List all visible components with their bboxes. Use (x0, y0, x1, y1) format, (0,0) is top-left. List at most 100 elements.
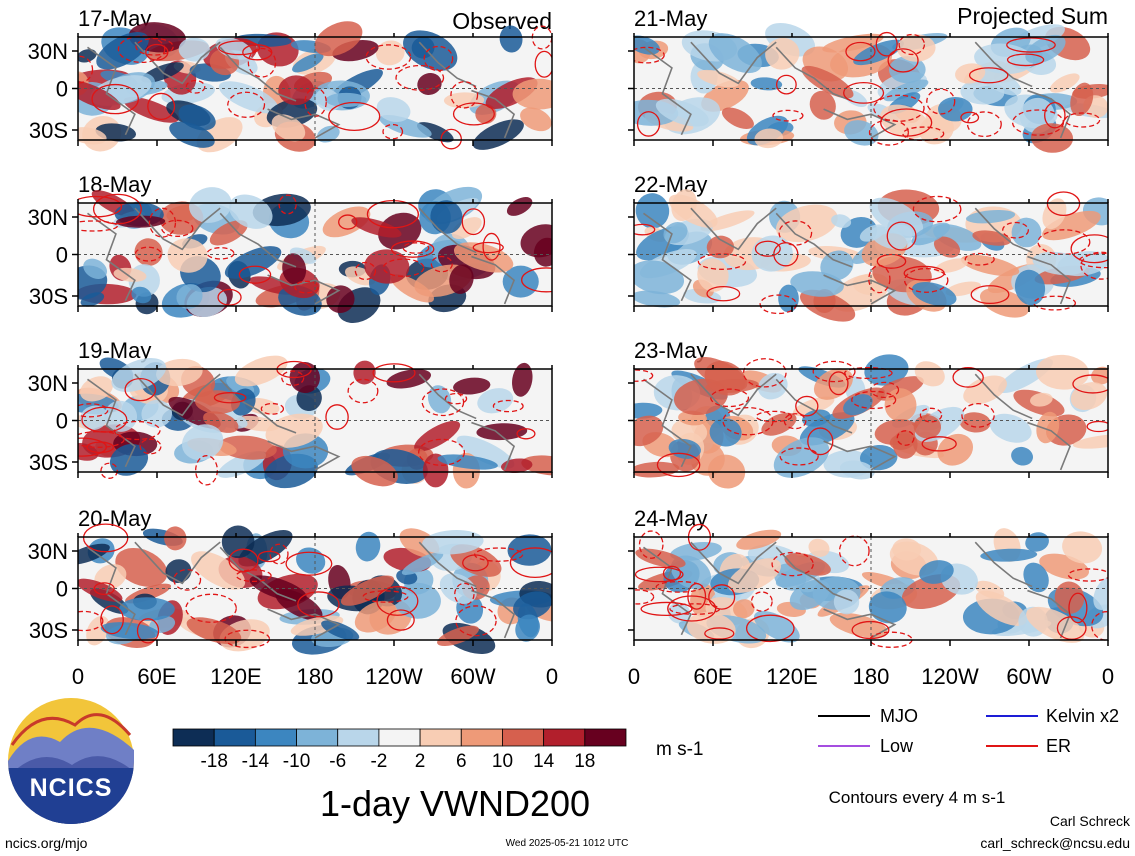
lon-tick-label: 60W (450, 664, 495, 689)
colorbar-swatch (543, 728, 586, 747)
lat-tick-label: 0 (56, 577, 68, 602)
anomaly-shading (507, 534, 552, 566)
anomaly-shading (134, 238, 163, 266)
anomaly-shading (1011, 217, 1042, 248)
colorbar-swatch (296, 728, 339, 747)
anomaly-shading (914, 361, 945, 387)
er-contour (297, 591, 340, 618)
colorbar-swatch (213, 728, 256, 747)
er-contour (838, 535, 870, 567)
anomaly-shading (801, 65, 854, 99)
anomaly-shading (292, 53, 324, 73)
er-contour (896, 430, 915, 446)
lat-tick-label: 30S (29, 284, 68, 309)
anomaly-shading (351, 217, 402, 238)
anomaly-shading (813, 368, 853, 400)
anomaly-shading (271, 114, 306, 142)
panel-date-label: 21-May (634, 6, 707, 31)
anomaly-shading (960, 79, 1005, 105)
lat-tick-label: 30N (28, 371, 68, 396)
er-contour (970, 285, 1010, 305)
legend-label-mjo: MJO (880, 706, 918, 726)
anomaly-shading (829, 612, 888, 638)
er-contour (776, 74, 797, 95)
er-contour (257, 550, 281, 563)
er-contour (704, 627, 735, 640)
coastline (690, 41, 777, 85)
anomaly-shading (1070, 82, 1094, 117)
er-contour (534, 50, 552, 78)
anomaly-shading (843, 394, 873, 416)
er-contour (952, 367, 984, 388)
anomaly-shading (1036, 411, 1060, 444)
er-contour (1068, 592, 1088, 624)
er-contour (213, 392, 247, 404)
anomaly-shading (831, 214, 852, 228)
lon-tick-label: 180 (297, 664, 334, 689)
er-contour (1006, 37, 1056, 53)
map-panel: 21-May (628, 6, 1109, 153)
er-contour (667, 595, 717, 622)
colorbar-tick-label: -18 (200, 751, 227, 772)
er-contour (516, 428, 536, 440)
er-contour (366, 199, 419, 229)
er-contour (807, 427, 834, 456)
footer-timestamp: Wed 2025-05-21 1012 UTC (506, 838, 629, 849)
contour-legend: MJO Kelvin x2 Low ER (818, 706, 1119, 756)
er-contour (92, 193, 142, 225)
anomaly-shading (754, 128, 784, 149)
er-contour (903, 265, 945, 281)
anomaly-shading (355, 531, 381, 562)
er-contour (783, 413, 807, 430)
anomaly-shading (655, 98, 709, 127)
anomaly-shading (778, 284, 799, 313)
er-contour (509, 547, 552, 579)
coastline (1027, 421, 1072, 471)
lon-tick-label: 60E (137, 664, 176, 689)
er-contour (876, 253, 907, 269)
er-contour (634, 566, 684, 583)
colorbar-tick-label: 10 (492, 751, 513, 772)
er-contour (742, 358, 787, 388)
er-contour (898, 33, 926, 56)
anomaly-shading (427, 385, 452, 414)
anomaly-shading (1030, 392, 1053, 407)
er-contour (851, 390, 897, 410)
er-contour (136, 618, 160, 644)
coastline (823, 108, 897, 139)
anomaly-shading (96, 32, 149, 70)
lon-tick-label: 0 (546, 664, 558, 689)
er-contour (634, 369, 654, 382)
footer-author: Carl Schreck (1050, 813, 1131, 829)
lon-tick-label: 0 (628, 664, 640, 689)
er-contour (269, 543, 289, 565)
anomaly-shading (475, 104, 497, 124)
er-contour (640, 601, 693, 617)
anomaly-shading (975, 590, 1027, 626)
colorbar-swatch (378, 728, 421, 747)
anomaly-shading (437, 454, 498, 470)
er-contour (227, 91, 266, 118)
er-contour (117, 35, 166, 64)
anomaly-shading (353, 360, 376, 385)
er-contour (759, 294, 797, 315)
lon-tick-label: 0 (1102, 664, 1114, 689)
longitude-axes: 0 60E 120E 180 120W 60W 0 0 60E 120E 180 120W 60W 0 (72, 664, 1114, 689)
er-contour (708, 584, 736, 610)
coastline (418, 207, 477, 254)
anomaly-shading (888, 56, 926, 84)
coastline (267, 440, 341, 471)
anomaly-shading (883, 79, 929, 102)
er-contour (771, 551, 814, 577)
lon-tick-label: 120W (921, 664, 979, 689)
anomaly-shading (501, 458, 533, 474)
anomaly-shading (156, 358, 203, 387)
anomaly-shading (706, 235, 735, 259)
er-contour (124, 377, 157, 402)
anomaly-shading (937, 433, 974, 466)
anomaly-shading (502, 265, 539, 298)
colorbar-unit: m s-1 (656, 739, 704, 760)
lat-tick-label: 30S (29, 450, 68, 475)
lat-tick-label: 30S (29, 618, 68, 643)
anomaly-shading (316, 125, 340, 143)
